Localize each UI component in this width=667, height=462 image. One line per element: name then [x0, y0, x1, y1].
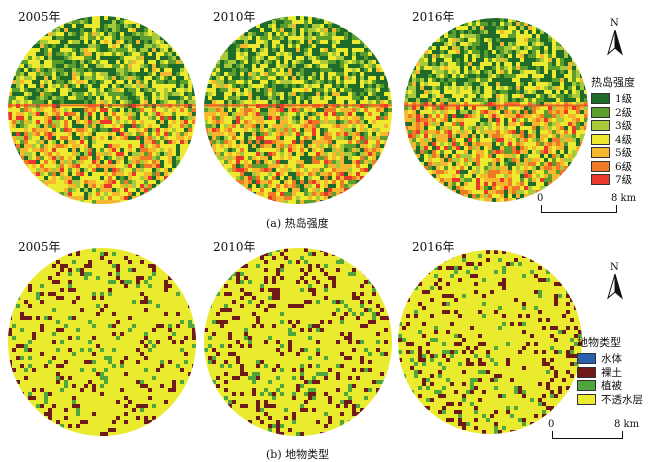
north-arrow-icon	[607, 274, 623, 300]
legend-swatch	[577, 366, 596, 378]
land-cover-map-2016	[398, 250, 582, 434]
legend-label: 植被	[601, 380, 622, 393]
legend-items: 1级 2级 3级 4级 5级 6级 7级	[591, 92, 635, 187]
scale-bar-a: 0 8 km	[537, 193, 637, 217]
legend-swatch	[591, 160, 610, 172]
heat-island-map-2010	[204, 16, 392, 204]
heat-island-map-2005	[8, 16, 196, 204]
scale-bar-line	[541, 205, 617, 213]
legend-swatch	[577, 380, 596, 392]
legend-label: 7级	[615, 174, 633, 187]
legend-title: 地物类型	[577, 336, 621, 349]
legend-swatch	[577, 393, 596, 405]
land-cover-map-2005	[8, 248, 196, 436]
north-arrow-b: N	[603, 262, 627, 302]
legend-item: 水体	[577, 352, 643, 366]
legend-label: 1级	[615, 93, 633, 106]
legend-heat-island: 热岛强度 1级 2级 3级 4级 5级 6级 7级	[591, 74, 635, 187]
legend-title: 热岛强度	[591, 76, 635, 89]
heat-island-map-2016	[404, 18, 588, 202]
legend-item: 7级	[591, 173, 635, 187]
north-arrow-a: N	[603, 18, 627, 58]
legend-swatch	[577, 353, 596, 365]
legend-land-cover: 地物类型 水体 裸土 植被 不透水层	[577, 334, 643, 406]
legend-swatch	[591, 133, 610, 145]
legend-item: 2级	[591, 106, 635, 120]
legend-label: 6级	[615, 160, 633, 173]
legend-swatch	[591, 120, 610, 132]
year-label-a-2016: 2016年	[412, 10, 455, 24]
caption-a: (a) 热岛强度	[266, 217, 329, 230]
caption-b: (b) 地物类型	[266, 448, 330, 461]
north-arrow-icon	[607, 30, 623, 56]
year-label-b-2010: 2010年	[213, 240, 256, 254]
scale-start: 0	[537, 193, 544, 204]
year-label-a-2005: 2005年	[18, 10, 61, 24]
legend-label: 4级	[615, 133, 633, 146]
land-cover-map-2010	[204, 248, 392, 436]
year-label-a-2010: 2010年	[213, 10, 256, 24]
year-label-b-2005: 2005年	[18, 240, 61, 254]
legend-item: 6级	[591, 160, 635, 174]
legend-label: 3级	[615, 120, 633, 133]
north-label: N	[610, 18, 619, 29]
legend-item: 4级	[591, 133, 635, 147]
legend-item: 裸土	[577, 366, 643, 380]
legend-item: 5级	[591, 146, 635, 160]
legend-label: 水体	[601, 353, 622, 366]
scale-bar-line	[552, 431, 623, 439]
legend-item: 植被	[577, 379, 643, 393]
legend-swatch	[591, 106, 610, 118]
legend-swatch	[591, 174, 610, 186]
scale-end: 8 km	[611, 193, 637, 204]
legend-swatch	[591, 147, 610, 159]
legend-items: 水体 裸土 植被 不透水层	[577, 352, 643, 406]
legend-item: 1级	[591, 92, 635, 106]
legend-label: 不透水层	[601, 393, 643, 406]
legend-item: 不透水层	[577, 393, 643, 407]
legend-label: 5级	[615, 147, 633, 160]
year-label-b-2016: 2016年	[412, 240, 455, 254]
north-label: N	[610, 262, 619, 273]
scale-bar-b: 0 8 km	[548, 419, 648, 443]
legend-label: 2级	[615, 106, 633, 119]
legend-label: 裸土	[601, 366, 622, 379]
scale-end: 8 km	[614, 419, 640, 430]
scale-start: 0	[548, 419, 555, 430]
legend-swatch	[591, 93, 610, 105]
legend-item: 3级	[591, 119, 635, 133]
